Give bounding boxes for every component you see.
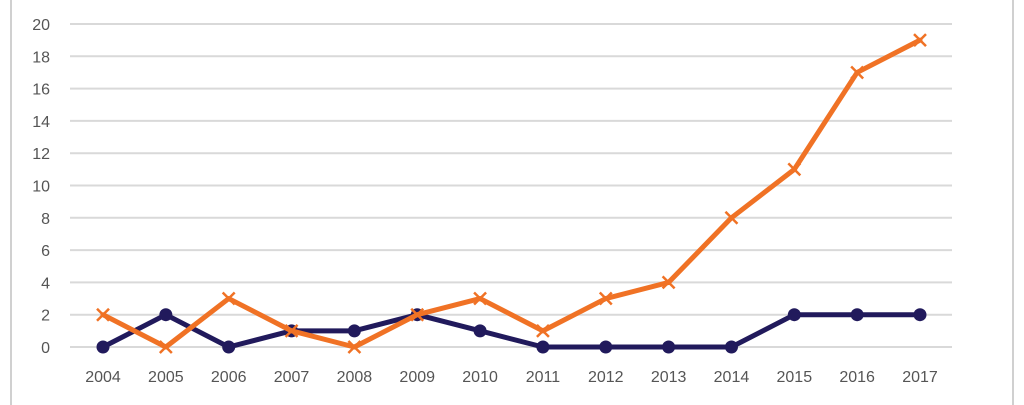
series-2-point <box>787 162 802 177</box>
x-tick-label: 2008 <box>337 369 373 386</box>
series-2-point <box>724 210 739 225</box>
y-axis-tick-labels: 0 2 4 6 8 10 12 14 16 18 20 <box>32 17 50 357</box>
x-tick-label: 2015 <box>777 369 813 386</box>
gridlines <box>70 23 952 348</box>
series-layer <box>96 33 927 354</box>
series-1-point <box>913 308 927 322</box>
x-tick-label: 2012 <box>588 369 624 386</box>
series-2-point <box>96 307 110 322</box>
series-2-point <box>598 291 613 306</box>
series-2-point <box>850 65 865 80</box>
y-tick-label: 14 <box>32 114 50 131</box>
series-2-point <box>913 33 927 48</box>
series-2-point <box>473 291 487 306</box>
y-tick-label: 2 <box>41 308 50 325</box>
x-tick-label: 2005 <box>148 369 184 386</box>
x-axis-tick-labels: 2004 2005 2006 2007 2008 2009 2010 2011 2012 2013… <box>85 369 938 386</box>
series-1-point <box>850 308 864 322</box>
series-1-point <box>347 324 361 338</box>
series-2-point <box>284 323 299 338</box>
y-tick-label: 8 <box>41 211 50 228</box>
series-1-point <box>787 308 801 322</box>
series-2-point <box>536 323 550 338</box>
x-tick-label: 2010 <box>462 369 498 386</box>
y-tick-label: 4 <box>41 275 50 292</box>
series-2-point <box>158 340 173 354</box>
series-1-point <box>222 340 236 354</box>
x-tick-label: 2007 <box>274 369 310 386</box>
series-1-point <box>599 340 613 354</box>
series-2 <box>96 33 927 354</box>
x-tick-label: 2014 <box>714 369 750 386</box>
series-2-point <box>347 340 362 354</box>
series-1-point <box>96 340 110 354</box>
series-1-line <box>100 312 923 350</box>
y-tick-label: 12 <box>32 146 50 163</box>
series-2-line <box>100 37 923 350</box>
series-1-point <box>662 340 676 354</box>
x-tick-label: 2013 <box>651 369 687 386</box>
y-tick-label: 10 <box>32 179 50 196</box>
y-tick-label: 6 <box>41 243 50 260</box>
y-tick-label: 18 <box>32 49 50 66</box>
series-2-point <box>221 291 236 306</box>
series-1-point <box>473 324 487 338</box>
y-tick-label: 0 <box>41 340 50 357</box>
y-tick-label: 16 <box>32 82 50 99</box>
x-tick-label: 2006 <box>211 369 247 386</box>
x-tick-label: 2016 <box>839 369 875 386</box>
x-tick-label: 2017 <box>902 369 938 386</box>
series-2-point <box>410 307 425 322</box>
series-2-point <box>661 275 676 290</box>
x-tick-label: 2004 <box>85 369 121 386</box>
x-tick-label: 2009 <box>399 369 435 386</box>
series-1-point <box>724 340 738 354</box>
x-tick-label: 2011 <box>526 369 561 386</box>
series-1-point <box>159 308 173 322</box>
y-tick-label: 20 <box>32 17 50 34</box>
series-1-point <box>536 340 550 354</box>
